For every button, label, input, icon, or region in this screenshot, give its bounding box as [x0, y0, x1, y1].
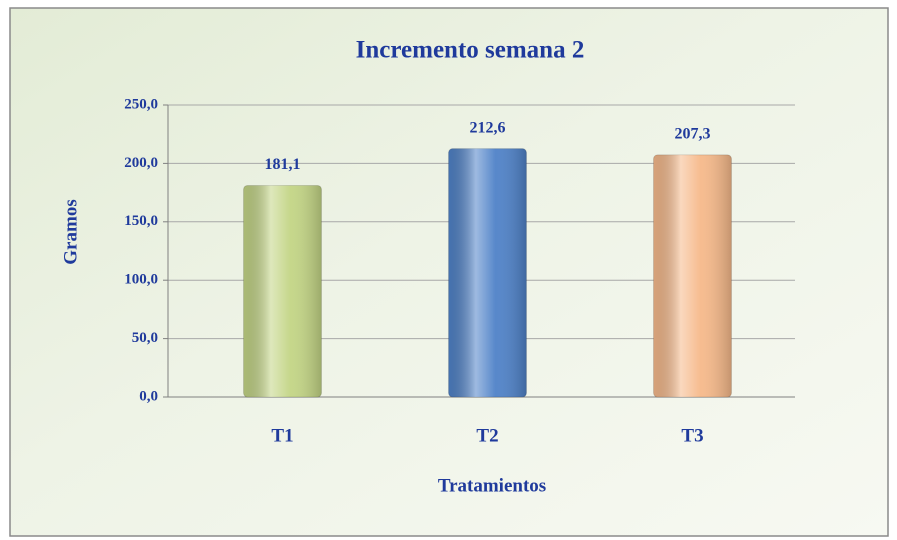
y-tick-label: 200,0 [124, 155, 158, 171]
bar-shine [243, 185, 322, 397]
bar-shine [448, 148, 527, 397]
bar-shine [653, 154, 732, 397]
y-tick-label: 100,0 [124, 272, 158, 288]
y-tick-label: 50,0 [132, 330, 158, 346]
value-label: 207,3 [675, 126, 711, 143]
x-tick-label: T2 [476, 425, 498, 446]
y-tick-label: 150,0 [124, 213, 158, 229]
y-axis-title: Gramos [60, 199, 81, 264]
x-tick-label: T3 [681, 425, 703, 446]
y-tick-label: 0,0 [139, 388, 158, 404]
value-label: 181,1 [265, 156, 301, 173]
x-tick-label: T1 [271, 425, 293, 446]
x-axis-title: Tratamientos [438, 475, 546, 496]
y-tick-label: 250,0 [124, 96, 158, 112]
chart-title: Incremento semana 2 [356, 37, 585, 64]
value-label: 212,6 [470, 119, 506, 136]
